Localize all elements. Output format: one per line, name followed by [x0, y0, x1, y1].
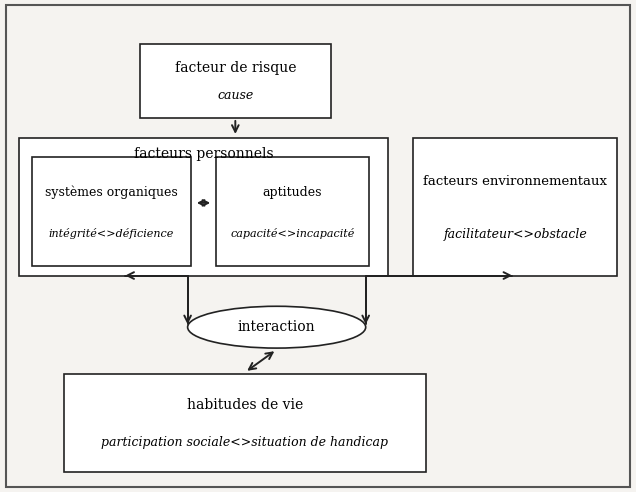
Text: facilitateur<>obstacle: facilitateur<>obstacle	[443, 228, 587, 241]
Text: interaction: interaction	[238, 320, 315, 334]
Text: facteurs environnementaux: facteurs environnementaux	[423, 175, 607, 188]
Text: capacité<>incapacité: capacité<>incapacité	[230, 228, 355, 239]
Text: aptitudes: aptitudes	[263, 185, 322, 199]
Ellipse shape	[188, 306, 366, 348]
Text: systèmes organiques: systèmes organiques	[45, 185, 177, 199]
Text: facteur de risque: facteur de risque	[174, 61, 296, 75]
FancyBboxPatch shape	[19, 138, 388, 276]
Text: participation sociale<>situation de handicap: participation sociale<>situation de hand…	[101, 436, 389, 449]
FancyBboxPatch shape	[216, 157, 369, 266]
Text: intégrité<>déficience: intégrité<>déficience	[48, 228, 174, 239]
FancyBboxPatch shape	[64, 374, 426, 472]
FancyBboxPatch shape	[140, 44, 331, 118]
Text: facteurs personnels: facteurs personnels	[134, 147, 273, 161]
FancyBboxPatch shape	[32, 157, 191, 266]
Text: habitudes de vie: habitudes de vie	[187, 399, 303, 412]
Text: cause: cause	[218, 90, 253, 102]
FancyBboxPatch shape	[413, 138, 617, 276]
